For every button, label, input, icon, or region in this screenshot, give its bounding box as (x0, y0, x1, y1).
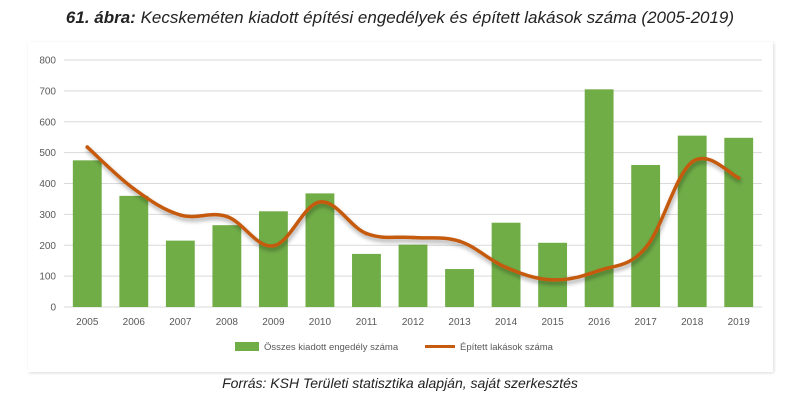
y-tick-label: 600 (39, 117, 56, 128)
x-tick-label: 2015 (541, 317, 564, 328)
line-point (504, 265, 508, 270)
x-tick-label: 2017 (635, 317, 658, 328)
bar (538, 242, 568, 307)
x-tick-label: 2012 (402, 317, 425, 328)
y-tick-label: 500 (39, 148, 56, 159)
bar (72, 160, 102, 307)
y-tick-label: 700 (39, 86, 56, 97)
y-tick-label: 100 (39, 272, 56, 283)
line-point (85, 145, 90, 149)
line-point (225, 214, 229, 219)
bar (491, 222, 521, 307)
bar (305, 193, 335, 307)
source-note: Forrás: KSH Területi statisztika alapján… (222, 375, 578, 391)
bar (352, 253, 381, 307)
figure-label: 61. ábra: (65, 8, 136, 27)
x-tick-label: 2006 (123, 317, 146, 328)
legend-label-bar: Összes kiadott engedély száma (264, 342, 399, 353)
y-tick-label: 0 (50, 303, 56, 314)
figure-title-text: Kecskeméten kiadott építési engedélyek é… (140, 8, 735, 27)
y-tick-label: 400 (39, 179, 56, 190)
line-series (85, 145, 741, 282)
chart-title: 61. ábra: Kecskeméten kiadott építési en… (0, 8, 800, 28)
x-tick-label: 2013 (448, 317, 471, 328)
bar (631, 164, 661, 307)
x-tick-label: 2019 (728, 317, 751, 328)
bar (445, 269, 474, 307)
line-point (364, 231, 369, 236)
line-point (736, 176, 741, 180)
x-tick-label: 2009 (262, 317, 285, 328)
line-point (271, 244, 276, 248)
line-point (690, 160, 694, 164)
bar (258, 211, 288, 307)
x-tick-label: 2005 (76, 317, 99, 328)
line-point (550, 278, 555, 282)
bar (119, 195, 149, 307)
bar (212, 225, 242, 307)
line-point (411, 235, 415, 240)
x-tick-label: 2011 (356, 317, 378, 328)
y-tick-label: 300 (39, 210, 56, 221)
line-point (178, 213, 183, 217)
x-tick-label: 2010 (309, 317, 332, 328)
line-point (457, 239, 462, 244)
bar-series (72, 89, 754, 307)
line-point (132, 186, 136, 191)
y-tick-label: 800 (39, 56, 56, 67)
x-tick-label: 2008 (216, 317, 239, 328)
bar (398, 244, 428, 307)
x-tick-label: 2016 (588, 317, 611, 328)
line-point (643, 245, 648, 250)
x-tick-label: 2018 (681, 317, 704, 328)
bar (165, 240, 195, 307)
line-point (318, 200, 322, 204)
x-axis-ticks: 2005 2006 2007 2008 2009 2010 2011 2012 2013 2014… (76, 317, 750, 328)
bar (677, 135, 707, 307)
y-axis-ticks: 0 100 200 300 400 500 600 700 800 (39, 56, 56, 314)
legend: Összes kiadott engedély száma Épített lak… (235, 342, 554, 353)
x-tick-label: 2014 (495, 317, 518, 328)
legend-swatch-bar (235, 342, 259, 351)
y-tick-label: 200 (39, 241, 56, 252)
legend-label-line: Épített lakások száma (460, 342, 554, 353)
line-point (597, 268, 601, 273)
x-tick-label: 2007 (169, 317, 192, 328)
bar (724, 137, 754, 307)
